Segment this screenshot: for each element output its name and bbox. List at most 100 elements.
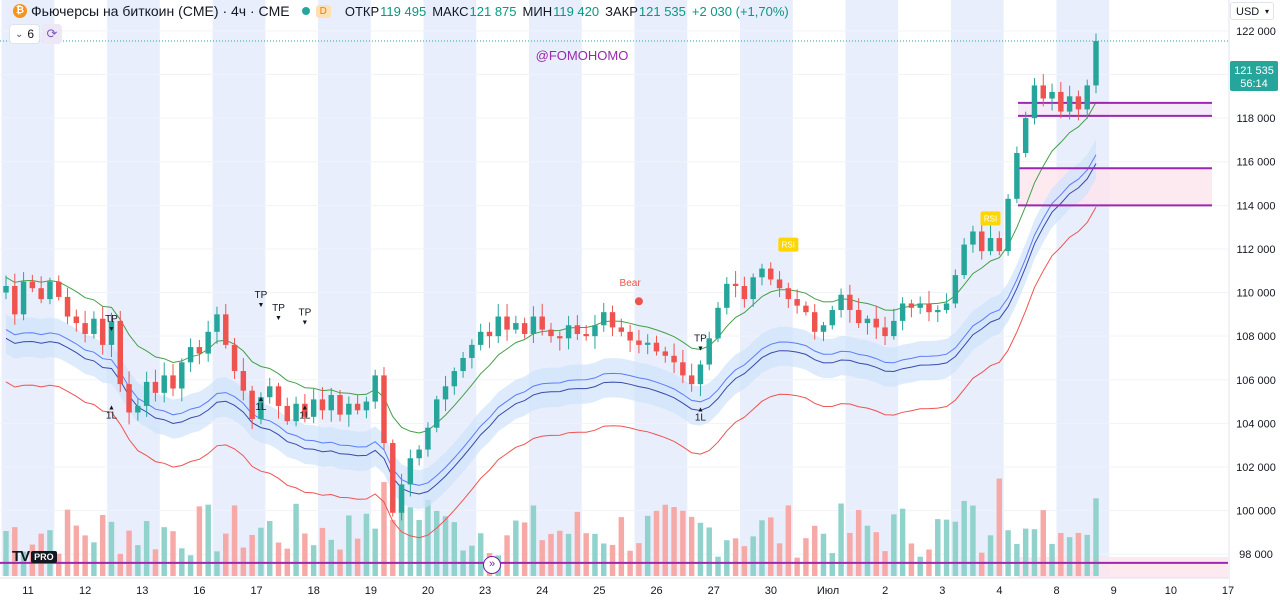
- volume-bar: [1075, 532, 1082, 576]
- volume-bar: [662, 504, 668, 576]
- session-band: [634, 0, 688, 576]
- candle-body: [943, 303, 950, 310]
- volume-bar: [891, 514, 897, 576]
- candles: [3, 33, 1099, 521]
- candle-body: [583, 333, 589, 337]
- time-tick-label: 26: [650, 585, 662, 597]
- candle-body: [205, 331, 211, 354]
- candle-body: [381, 375, 387, 443]
- delayed-badge[interactable]: D: [315, 4, 331, 18]
- time-tick-label: Июл: [817, 585, 839, 597]
- volume-bar: [583, 533, 589, 576]
- candle-body: [873, 318, 879, 328]
- currency-select[interactable]: USD ▾: [1230, 2, 1274, 20]
- volume-bar: [785, 505, 792, 576]
- tradingview-logo[interactable]: TV PRO: [12, 548, 57, 565]
- candle-body: [987, 238, 994, 252]
- volume-bar: [196, 506, 203, 576]
- long-arrow-icon: ▲: [301, 405, 308, 412]
- volume-bar: [442, 516, 449, 576]
- volume-bar: [275, 542, 282, 576]
- candle-body: [557, 336, 563, 339]
- candle-body: [179, 362, 185, 389]
- rsi-label: RSI: [984, 214, 997, 223]
- candle-body: [917, 303, 923, 308]
- volume-bar: [706, 527, 712, 576]
- candle-body: [970, 231, 976, 245]
- volume-bar: [680, 510, 686, 576]
- bear-dot-icon: [634, 297, 643, 306]
- candle-body: [592, 325, 598, 337]
- volume-bar: [820, 533, 827, 576]
- candle-body: [170, 375, 176, 389]
- volume-bar: [363, 513, 370, 576]
- price-tick-label: 98 000: [1239, 549, 1273, 561]
- price-tick-label: 108 000: [1236, 331, 1276, 343]
- candle-body: [64, 296, 71, 317]
- time-tick-label: 8: [1054, 585, 1060, 597]
- session-band: [529, 0, 582, 576]
- candle-body: [574, 325, 581, 334]
- candle-body: [521, 323, 528, 334]
- session-band: [212, 0, 266, 576]
- candle-body: [653, 342, 660, 352]
- candle-body: [996, 238, 1003, 252]
- candle-body: [1040, 85, 1046, 99]
- volume-bar: [82, 535, 88, 576]
- time-tick-label: 30: [765, 585, 777, 597]
- volume-bar: [521, 522, 528, 576]
- indicators-toggle[interactable]: ⌄ 6: [9, 24, 41, 44]
- candle-body: [231, 344, 238, 372]
- volume-bar: [1049, 543, 1055, 576]
- volume-bar: [231, 505, 238, 576]
- candle-body: [442, 386, 449, 400]
- candle-body: [601, 312, 607, 326]
- close-label: ЗАКР: [605, 3, 638, 19]
- time-tick-label: 3: [939, 585, 945, 597]
- volume-bar: [811, 525, 818, 576]
- rsi-label: RSI: [782, 241, 795, 250]
- candle-body: [337, 395, 343, 415]
- bitcoin-icon: ₿: [13, 4, 27, 18]
- time-tick-label: 24: [536, 585, 548, 597]
- volume-bar: [1014, 543, 1020, 576]
- time-tick-label: 17: [250, 585, 262, 597]
- candle-body: [1031, 85, 1038, 119]
- time-tick-label: 11: [22, 585, 33, 597]
- candle-body: [618, 327, 625, 332]
- candle-body: [91, 318, 97, 334]
- candle-body: [434, 399, 440, 428]
- session-band: [739, 0, 793, 576]
- candle-body: [548, 329, 554, 337]
- scroll-to-realtime-icon[interactable]: »: [483, 556, 501, 574]
- candle-body: [398, 484, 405, 513]
- volume-bar: [855, 510, 862, 576]
- volume-bar: [750, 536, 756, 576]
- candle-body: [495, 316, 501, 337]
- volume-bar: [987, 535, 994, 576]
- candle-body: [1093, 41, 1099, 86]
- candle-body: [847, 294, 853, 310]
- currency-label: USD: [1236, 6, 1260, 18]
- refresh-icon[interactable]: ⟳: [42, 24, 62, 44]
- tp-label: TP: [255, 290, 268, 301]
- time-axis-bg: [0, 578, 1229, 600]
- price-tick-label: 118 000: [1237, 113, 1276, 125]
- channel-mid-line: [5, 163, 1097, 495]
- symbol-title[interactable]: Фьючерсы на биткоин (CME) · 4ч · CME: [31, 3, 290, 19]
- volume-bar: [829, 553, 836, 576]
- candle-body: [372, 375, 378, 402]
- candle-body: [56, 281, 62, 297]
- candle-body: [1005, 198, 1011, 252]
- candle-body: [363, 401, 370, 411]
- volume-bar: [715, 556, 721, 576]
- volume-bar: [73, 525, 80, 576]
- volume-bar: [293, 503, 299, 576]
- candle-body: [135, 405, 141, 413]
- volume-bar: [864, 525, 871, 576]
- volume-bar: [372, 528, 378, 576]
- time-tick-label: 2: [882, 585, 888, 597]
- candle-body: [768, 268, 774, 280]
- candle-body: [671, 355, 677, 363]
